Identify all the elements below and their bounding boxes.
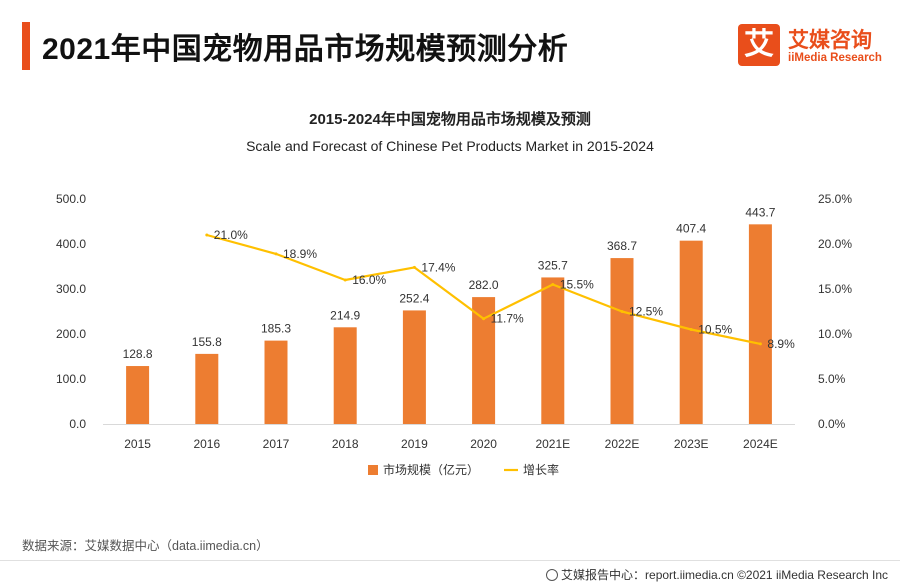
growth-point-2022E: [620, 310, 624, 313]
y-right-tick-label: 5.0%: [818, 372, 846, 386]
report-center-text: 艾媒报告中心：report.iimedia.cn ©2021 iiMedia R…: [561, 568, 888, 582]
y-right-tick-label: 25.0%: [818, 192, 852, 206]
growth-value-label: 8.9%: [767, 337, 795, 351]
growth-value-label: 11.7%: [491, 312, 524, 326]
growth-point-2023E: [689, 328, 693, 331]
y-right-tick-label: 20.0%: [818, 237, 852, 251]
growth-value-label: 10.5%: [698, 323, 732, 337]
iimedia-logo[interactable]: 艾 艾媒咨询 iiMedia Research: [738, 24, 888, 68]
title-accent-bar: [22, 22, 30, 70]
x-tick-label: 2024E: [743, 437, 778, 451]
bar-value-label: 128.8: [123, 347, 153, 361]
bar-2021E: [541, 277, 565, 424]
growth-value-label: 12.5%: [629, 305, 663, 319]
bar-value-label: 282.0: [469, 278, 499, 292]
bar-value-label: 325.7: [538, 258, 568, 272]
legend-line-label: 增长率: [523, 462, 559, 477]
x-tick-label: 2018: [332, 437, 359, 451]
bar-value-label: 214.9: [330, 308, 360, 322]
bar-2016: [195, 353, 219, 424]
bar-value-label: 407.4: [676, 222, 706, 236]
y-left-tick-label: 400.0: [56, 237, 86, 251]
bar-2015: [126, 366, 150, 424]
x-tick-label: 2021E: [535, 437, 570, 451]
bar-2024E: [748, 224, 772, 424]
bar-2023E: [679, 240, 703, 424]
logo-english-name: iiMedia Research: [788, 52, 882, 64]
bar-2020: [472, 297, 496, 424]
bar-2019: [402, 310, 426, 424]
growth-value-label: 18.9%: [283, 247, 317, 261]
y-left-tick-label: 0.0: [69, 417, 86, 431]
y-right-tick-label: 0.0%: [818, 417, 846, 431]
bar-value-label: 368.7: [607, 239, 637, 253]
bar-value-label: 155.8: [192, 335, 222, 349]
growth-value-label: 16.0%: [352, 273, 386, 287]
bar-2017: [264, 340, 288, 424]
bar-2022E: [610, 258, 634, 424]
report-center-icon: [546, 569, 559, 581]
bar-2018: [333, 327, 357, 424]
logo-chinese-name: 艾媒咨询: [788, 29, 872, 52]
y-right-tick-label: 10.0%: [818, 327, 852, 341]
x-tick-label: 2016: [193, 437, 220, 451]
combo-chart: 0.0 100.0 200.0 300.0 400.0 500.0 0.0% 5.0% 10.0…: [56, 192, 852, 477]
x-tick-label: 2023E: [674, 437, 709, 451]
growth-value-label: 21.0%: [214, 228, 248, 242]
growth-point-2024E: [758, 342, 762, 346]
legend-bar-label: 市场规模（亿元）: [383, 462, 479, 477]
x-tick-label: 2015: [124, 437, 151, 451]
bar-value-label: 185.3: [261, 322, 291, 336]
logo-mark-icon: 艾: [738, 24, 780, 66]
growth-point-2017: [274, 252, 278, 256]
bar-value-label: 252.4: [399, 291, 429, 305]
x-tick-label: 2022E: [605, 437, 640, 451]
bar-value-label: 443.7: [745, 205, 775, 219]
x-tick-label: 2017: [263, 437, 290, 451]
legend-bar-swatch: [368, 465, 378, 475]
footer: 艾媒报告中心：report.iimedia.cn ©2021 iiMedia R…: [546, 566, 888, 583]
growth-point-2020: [482, 317, 486, 321]
footer-divider: [0, 560, 900, 561]
y-left-tick-label: 300.0: [56, 282, 86, 296]
data-source: 数据来源：艾媒数据中心（data.iimedia.cn）: [22, 539, 269, 553]
y-left-tick-label: 200.0: [56, 327, 86, 341]
chart-title: 2015-2024年中国宠物用品市场规模及预测: [309, 111, 591, 128]
growth-point-2021E: [551, 283, 555, 286]
growth-point-2018: [343, 278, 347, 282]
y-right-tick-label: 15.0%: [818, 282, 852, 296]
x-tick-label: 2019: [401, 437, 428, 451]
growth-value-label: 17.4%: [421, 260, 455, 274]
growth-point-2019: [412, 265, 416, 269]
y-left-tick-label: 500.0: [56, 192, 86, 206]
chart-subtitle: Scale and Forecast of Chinese Pet Produc…: [246, 138, 654, 154]
growth-point-2016: [205, 233, 209, 237]
page-title: 2021年中国宠物用品市场规模预测分析: [42, 33, 569, 66]
x-tick-label: 2020: [470, 437, 497, 451]
growth-value-label: 15.5%: [560, 278, 594, 292]
y-left-tick-label: 100.0: [56, 372, 86, 386]
